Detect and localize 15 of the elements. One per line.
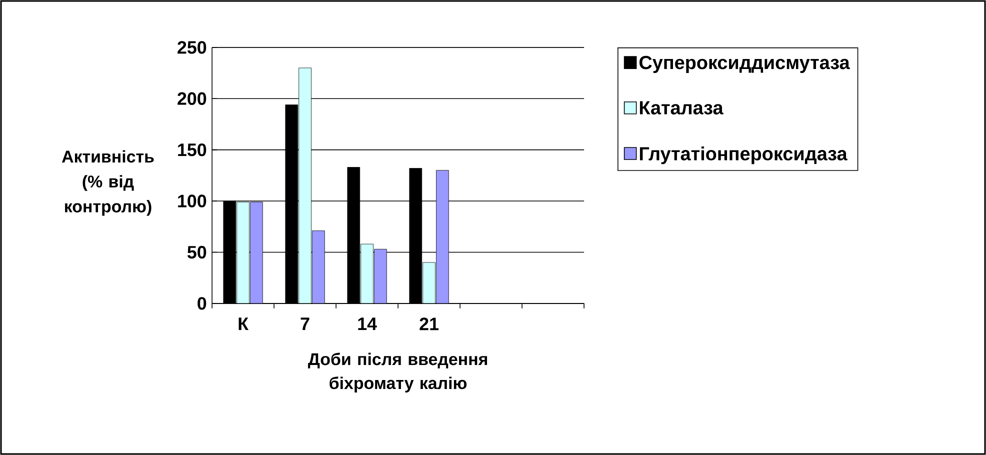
x-tick-label: 7 <box>300 318 310 330</box>
y-tick-label: 200 <box>178 92 206 105</box>
y-tick-label: 0 <box>198 297 206 310</box>
x-axis-title: Доби після введення біхромату калію <box>308 352 488 392</box>
y-tick-label: 100 <box>178 194 206 208</box>
legend-label: Супероксиддисмутаза <box>639 56 850 73</box>
x-tick-label: К <box>238 318 249 330</box>
x-tick-label: 21 <box>420 318 439 330</box>
y-axis-title: Активність (% від контролю) <box>62 150 154 216</box>
y-tick-label: 150 <box>178 143 206 156</box>
legend-label: Каталаза <box>640 101 724 114</box>
x-tick-label: 14 <box>358 318 377 330</box>
y-tick-label: 250 <box>178 41 206 54</box>
y-tick-label: 50 <box>187 246 206 259</box>
legend-label: Глутатіонпероксидаза <box>640 146 848 164</box>
